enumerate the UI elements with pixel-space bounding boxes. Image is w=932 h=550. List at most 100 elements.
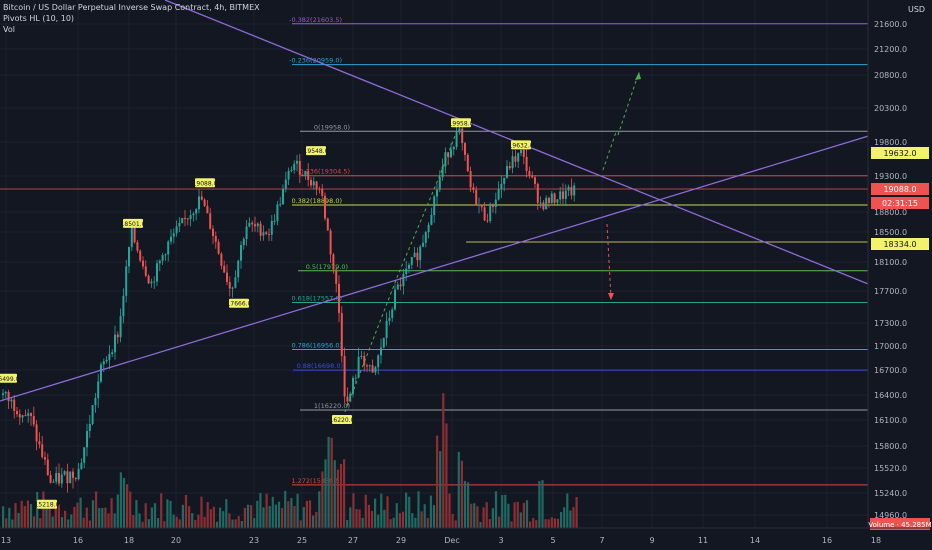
- time-tick-label: 14: [750, 536, 760, 545]
- volume-bar: [312, 515, 315, 528]
- volume-bar: [113, 513, 116, 528]
- candle-body: [374, 367, 377, 373]
- candle-body: [508, 166, 511, 169]
- candle-body: [396, 284, 399, 290]
- volume-bar: [91, 500, 95, 528]
- candle-body: [248, 222, 251, 227]
- volume-bar: [507, 503, 510, 528]
- price-tick-label: 20300.0: [874, 104, 907, 113]
- time-tick-label: 11: [698, 536, 708, 545]
- volume-bar: [76, 502, 79, 528]
- volume-bar: [448, 493, 451, 528]
- candle-body: [69, 471, 72, 484]
- bullish-projection-arrow-1: [602, 131, 617, 171]
- candle-body: [167, 241, 170, 255]
- candle-body: [405, 268, 408, 274]
- candle-body: [231, 287, 234, 289]
- candle-body: [408, 264, 410, 269]
- candle-body: [486, 220, 489, 222]
- pivot-label-box: [451, 118, 471, 128]
- volume-bar: [352, 493, 355, 528]
- volume-bar: [426, 518, 429, 528]
- candle-body: [550, 193, 553, 204]
- volume-bar: [184, 495, 188, 528]
- candle-body: [158, 260, 161, 264]
- volume-bar: [265, 493, 268, 528]
- candle-body: [559, 191, 562, 200]
- time-tick-label: 7: [599, 536, 604, 545]
- candle-body: [466, 154, 469, 172]
- volume-bar: [383, 509, 386, 528]
- candle-body: [570, 186, 573, 196]
- volume-bar: [166, 499, 169, 528]
- volume-bar: [240, 521, 243, 528]
- volume-bar: [88, 520, 91, 528]
- pivot-label-text: 19958.0: [449, 120, 474, 127]
- volume-bar: [556, 518, 560, 528]
- bearish-arrowhead: [608, 293, 614, 300]
- volume-bar: [45, 508, 48, 528]
- price-tick-label: 18100.0: [874, 258, 907, 267]
- volume-bar: [98, 507, 101, 528]
- candle-body: [304, 170, 307, 176]
- candle-body: [472, 187, 475, 190]
- volume-bar: [181, 504, 184, 528]
- volume-bar: [315, 511, 318, 528]
- candle-body: [156, 263, 158, 282]
- candle-body: [301, 174, 304, 176]
- volume-bar: [284, 490, 287, 528]
- candle-body: [469, 171, 472, 188]
- volume-bar: [138, 513, 141, 528]
- volume-bar: [302, 507, 305, 528]
- candle-body: [55, 473, 58, 482]
- pivot-label-box: [195, 178, 215, 188]
- candle-body: [192, 213, 195, 216]
- volume-bar: [445, 423, 448, 528]
- volume-bar: [485, 502, 488, 528]
- candle-body: [424, 232, 427, 243]
- volume-bar: [281, 507, 284, 528]
- candle-body: [385, 320, 388, 339]
- candle-body: [363, 355, 366, 366]
- volume-bar: [333, 460, 336, 528]
- candle-body: [97, 381, 100, 399]
- price-tick-label: 15520.0: [874, 464, 907, 473]
- candle-body: [270, 220, 273, 235]
- candle-body: [130, 227, 133, 247]
- volume-bar: [327, 436, 330, 528]
- volume-bar: [479, 521, 482, 528]
- fib-level-label: 0.236(19304.5): [299, 168, 350, 176]
- candle-body: [475, 189, 478, 206]
- volume-bar: [374, 498, 377, 528]
- candle-body: [377, 355, 380, 368]
- indicator-volume-label[interactable]: Vol: [3, 25, 15, 34]
- fib-level-label: 0.88(16698.0): [297, 362, 343, 370]
- pivot-label-box: [0, 373, 17, 383]
- candle-body: [455, 132, 458, 147]
- volume-bar: [436, 435, 439, 528]
- volume-bar: [343, 459, 346, 528]
- candle-body: [315, 181, 318, 189]
- volume-bar: [246, 504, 250, 528]
- candle-body: [111, 352, 114, 355]
- volume-bar: [454, 520, 457, 528]
- volume-bar: [175, 516, 178, 528]
- volume-bar: [234, 519, 237, 528]
- fib-level-label: -0.382(21603.5): [289, 16, 342, 24]
- candle-body: [116, 334, 119, 338]
- candle-body: [441, 166, 444, 178]
- volume-bar: [560, 512, 563, 528]
- fib-level-label: 1.272(15330.5): [291, 477, 342, 485]
- volume-bar: [262, 507, 265, 528]
- candle-body: [74, 477, 77, 480]
- bullish-arrowhead: [635, 72, 641, 80]
- symbol-title[interactable]: Bitcoin / US Dollar Perpetual Inverse Sw…: [3, 3, 260, 12]
- candle-body: [153, 281, 156, 283]
- candle-body: [77, 468, 80, 480]
- volume-bar: [110, 498, 113, 528]
- candle-body: [100, 364, 102, 382]
- indicator-pivots-label[interactable]: Pivots HL (10, 10): [3, 14, 75, 23]
- candle-body: [298, 160, 301, 175]
- pivot-label-text: 17666.0: [227, 301, 252, 308]
